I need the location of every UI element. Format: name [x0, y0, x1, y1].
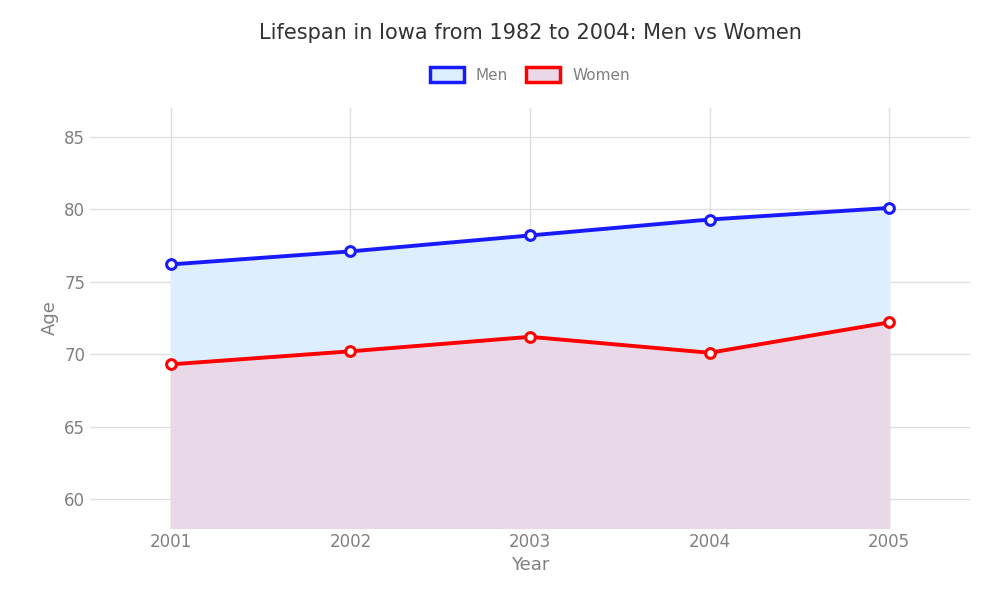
- Line: Men: Men: [166, 203, 894, 269]
- Women: [704, 349, 716, 356]
- Women: [344, 348, 356, 355]
- Women: [165, 361, 177, 368]
- Women: [883, 319, 895, 326]
- Line: Women: Women: [166, 317, 894, 369]
- Men: [165, 261, 177, 268]
- Legend: Men, Women: Men, Women: [424, 61, 636, 89]
- Women: [524, 333, 536, 340]
- Men: [883, 205, 895, 212]
- Title: Lifespan in Iowa from 1982 to 2004: Men vs Women: Lifespan in Iowa from 1982 to 2004: Men …: [259, 23, 801, 43]
- Men: [344, 248, 356, 255]
- Men: [524, 232, 536, 239]
- Men: [704, 216, 716, 223]
- Y-axis label: Age: Age: [41, 301, 59, 335]
- X-axis label: Year: Year: [511, 556, 549, 574]
